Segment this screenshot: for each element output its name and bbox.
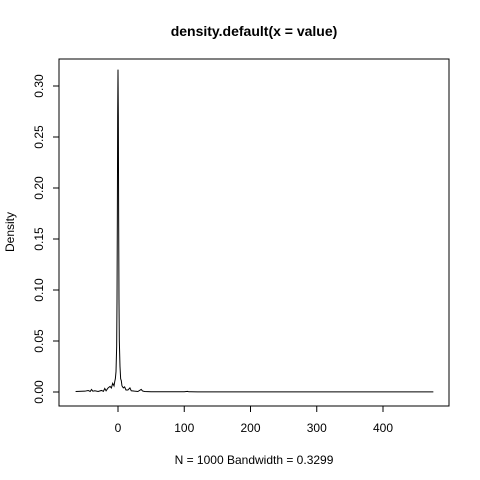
- density-series: [75, 69, 434, 393]
- chart-title: density.default(x = value): [171, 23, 338, 39]
- y-tick-label: 0.05: [32, 329, 46, 353]
- y-axis-label: Density: [3, 212, 17, 252]
- y-tick-label: 0.25: [32, 125, 46, 149]
- y-tick-label: 0.30: [32, 74, 46, 98]
- x-tick-label: 100: [174, 421, 194, 435]
- y-axis: 0.00 0.05 0.10 0.15 0.20 0.25 0.30: [32, 74, 59, 404]
- density-line: [75, 69, 434, 393]
- y-tick-label: 0.00: [32, 380, 46, 404]
- x-tick-label: 200: [240, 421, 260, 435]
- x-axis: 0 100 200 300 400: [115, 406, 393, 435]
- y-tick-label: 0.10: [32, 278, 46, 302]
- x-tick-label: 0: [115, 421, 122, 435]
- x-tick-label: 400: [373, 421, 393, 435]
- x-tick-label: 300: [307, 421, 327, 435]
- y-tick-label: 0.15: [32, 227, 46, 251]
- y-tick-label: 0.20: [32, 176, 46, 200]
- x-axis-label: N = 1000 Bandwidth = 0.3299: [175, 453, 334, 467]
